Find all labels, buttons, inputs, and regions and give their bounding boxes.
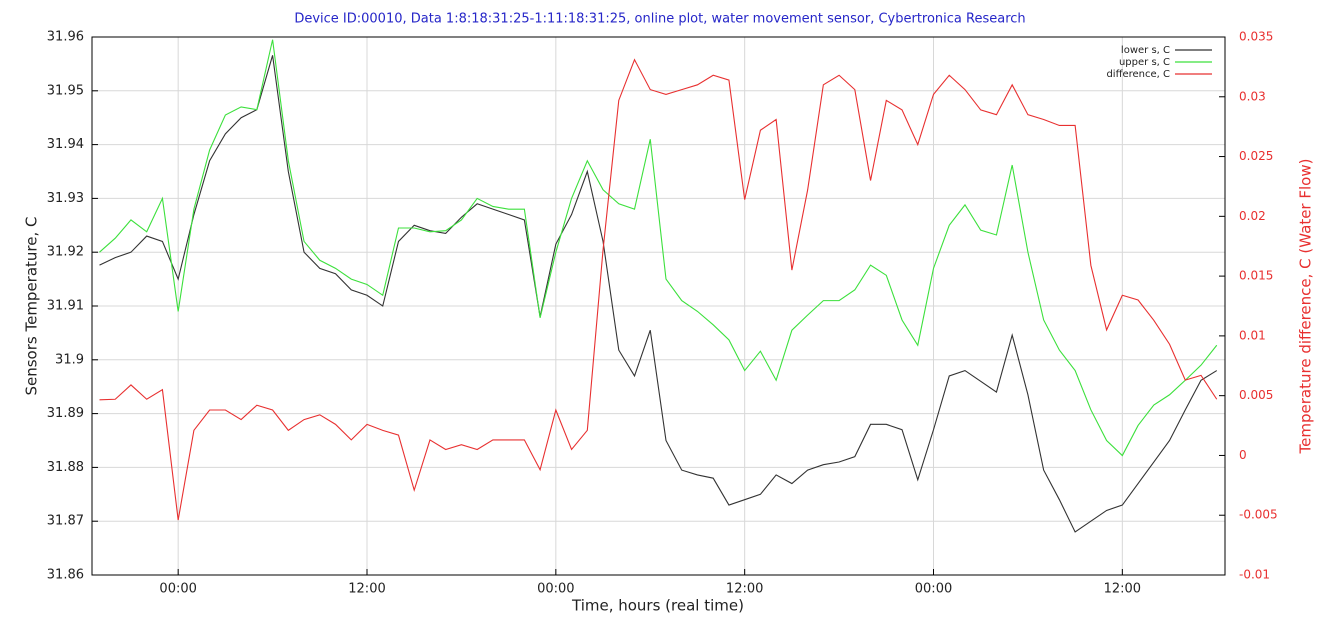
y-tick-label: 31.95 xyxy=(47,83,84,98)
y-tick-label: 31.9 xyxy=(55,352,84,367)
y-tick-label: 31.88 xyxy=(47,460,84,475)
chart-title: Device ID:00010, Data 1:8:18:31:25-1:11:… xyxy=(294,12,1025,27)
data-line xyxy=(99,58,1218,521)
plot-frame xyxy=(91,36,1226,576)
y-tick-label: 31.94 xyxy=(47,137,84,152)
legend-label: lower s, C xyxy=(1121,45,1170,56)
y2-tick-label: 0.005 xyxy=(1239,388,1273,402)
y-tick-label: 31.87 xyxy=(47,514,84,529)
legend-label: difference, C xyxy=(1106,69,1170,80)
x-tick-label: 00:00 xyxy=(537,582,574,597)
y-tick-label: 31.92 xyxy=(47,245,84,260)
x-axis-label: Time, hours (real time) xyxy=(571,597,744,615)
x-tick-label: 12:00 xyxy=(1104,582,1141,597)
y-axis-label: Sensors Temperature, C xyxy=(23,216,41,395)
y2-tick-label: 0.035 xyxy=(1239,30,1273,44)
y2-tick-label: 0.015 xyxy=(1239,269,1273,283)
y-tick-label: 31.96 xyxy=(47,30,84,45)
y-tick-label: 31.89 xyxy=(47,406,84,421)
data-line xyxy=(99,55,1218,533)
y-tick-label: 31.86 xyxy=(47,568,84,583)
y2-tick-label: 0.02 xyxy=(1239,209,1266,223)
y2-tick-label: 0 xyxy=(1239,448,1247,462)
y-tick-label: 31.93 xyxy=(47,191,84,206)
x-tick-label: 12:00 xyxy=(726,582,763,597)
y2-tick-label: 0.03 xyxy=(1239,89,1266,103)
x-tick-label: 00:00 xyxy=(915,582,952,597)
y2-tick-label: 0.025 xyxy=(1239,149,1273,163)
x-tick-label: 12:00 xyxy=(348,582,385,597)
y2-tick-label: 0.01 xyxy=(1239,328,1266,342)
y2-axis-label: Temperature difference, C (Water Flow) xyxy=(1297,159,1315,455)
data-line xyxy=(99,39,1218,457)
x-tick-label: 00:00 xyxy=(159,582,196,597)
y2-tick-label: -0.01 xyxy=(1239,568,1270,582)
y2-tick-label: -0.005 xyxy=(1239,508,1278,522)
y-tick-label: 31.91 xyxy=(47,299,84,314)
legend-label: upper s, C xyxy=(1119,57,1170,68)
